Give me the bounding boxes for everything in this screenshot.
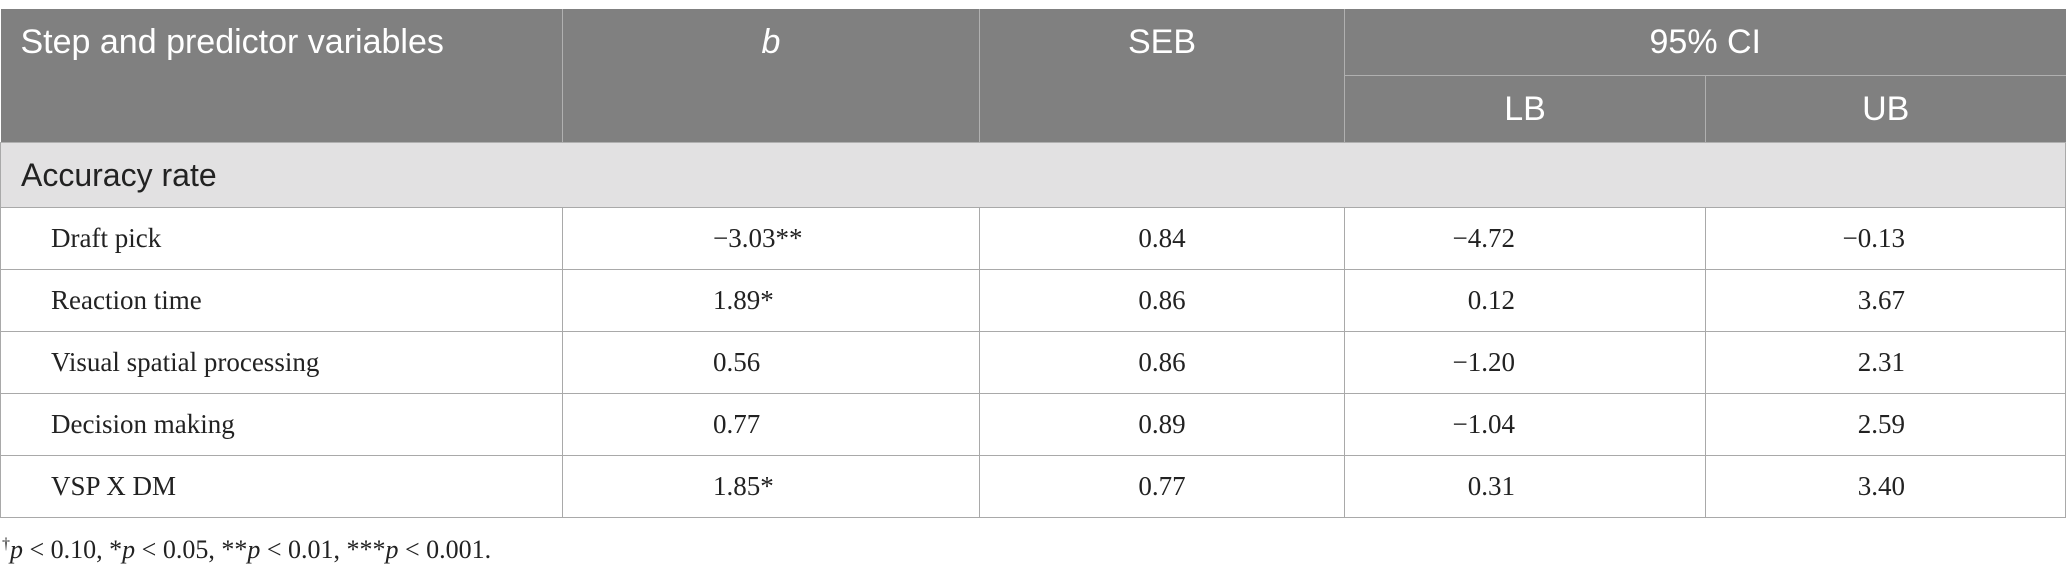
header-lb: LB bbox=[1344, 75, 1706, 143]
table-row: VSP X DM 1.85* 0.77 0.31 3.40 bbox=[0, 455, 2066, 518]
row-seb: 0.86 bbox=[979, 269, 1345, 332]
row-seb: 0.77 bbox=[979, 455, 1345, 518]
row-lb: −1.20 bbox=[1344, 331, 1706, 394]
row-label: Draft pick bbox=[0, 207, 563, 270]
row-lb: 0.31 bbox=[1344, 455, 1706, 518]
row-label: Reaction time bbox=[0, 269, 563, 332]
footnote-p: p bbox=[10, 535, 23, 564]
footnote-text: < 0.01, *** bbox=[260, 535, 386, 564]
regression-table-container: Step and predictor variables b SEB 95% C… bbox=[0, 9, 2067, 518]
row-b: 0.77 bbox=[562, 393, 980, 456]
row-b: 1.89* bbox=[562, 269, 980, 332]
row-ub: −0.13 bbox=[1705, 207, 2066, 270]
table-row: Reaction time 1.89* 0.86 0.12 3.67 bbox=[0, 269, 2066, 332]
row-ub: 3.67 bbox=[1705, 269, 2066, 332]
row-lb: −4.72 bbox=[1344, 207, 1706, 270]
row-ub: 2.59 bbox=[1705, 393, 2066, 456]
row-ub: 2.31 bbox=[1705, 331, 2066, 394]
row-ub: 3.40 bbox=[1705, 455, 2066, 518]
footnote-p: p bbox=[122, 535, 136, 564]
footnote-p: p bbox=[385, 535, 399, 564]
row-b: 1.85* bbox=[562, 455, 980, 518]
table-footnote: †p < 0.10, *p < 0.05, **p < 0.01, ***p <… bbox=[2, 535, 491, 565]
table-header: Step and predictor variables b SEB 95% C… bbox=[0, 9, 2066, 143]
regression-table: Step and predictor variables b SEB 95% C… bbox=[0, 9, 2066, 518]
footnote-text: < 0.001. bbox=[398, 535, 492, 564]
row-b: −3.03** bbox=[562, 207, 980, 270]
row-label: Decision making bbox=[0, 393, 563, 456]
header-b-label: b bbox=[761, 23, 781, 61]
header-ub: UB bbox=[1705, 75, 2066, 143]
row-b: 0.56 bbox=[562, 331, 980, 394]
row-seb: 0.86 bbox=[979, 331, 1345, 394]
section-accuracy-rate: Accuracy rate bbox=[0, 142, 2066, 208]
header-seb: SEB bbox=[979, 9, 1345, 143]
row-lb: −1.04 bbox=[1344, 393, 1706, 456]
table-row: Draft pick −3.03** 0.84 −4.72 −0.13 bbox=[0, 207, 2066, 270]
header-b: b bbox=[562, 9, 980, 143]
header-step-predictor: Step and predictor variables bbox=[0, 9, 563, 143]
footnote-text: < 0.05, ** bbox=[135, 535, 248, 564]
section-row: Accuracy rate bbox=[0, 142, 2066, 208]
footnote-p: p bbox=[247, 535, 261, 564]
row-label: Visual spatial processing bbox=[0, 331, 563, 394]
footnote-dagger: † bbox=[2, 535, 10, 553]
table-row: Decision making 0.77 0.89 −1.04 2.59 bbox=[0, 393, 2066, 456]
header-95-ci: 95% CI bbox=[1344, 9, 2066, 76]
table-body: Accuracy rate Draft pick −3.03** 0.84 −4… bbox=[0, 142, 2066, 518]
footnote-text: < 0.10, * bbox=[23, 535, 123, 564]
row-label: VSP X DM bbox=[0, 455, 563, 518]
row-seb: 0.84 bbox=[979, 207, 1345, 270]
row-seb: 0.89 bbox=[979, 393, 1345, 456]
row-lb: 0.12 bbox=[1344, 269, 1706, 332]
table-row: Visual spatial processing 0.56 0.86 −1.2… bbox=[0, 331, 2066, 394]
